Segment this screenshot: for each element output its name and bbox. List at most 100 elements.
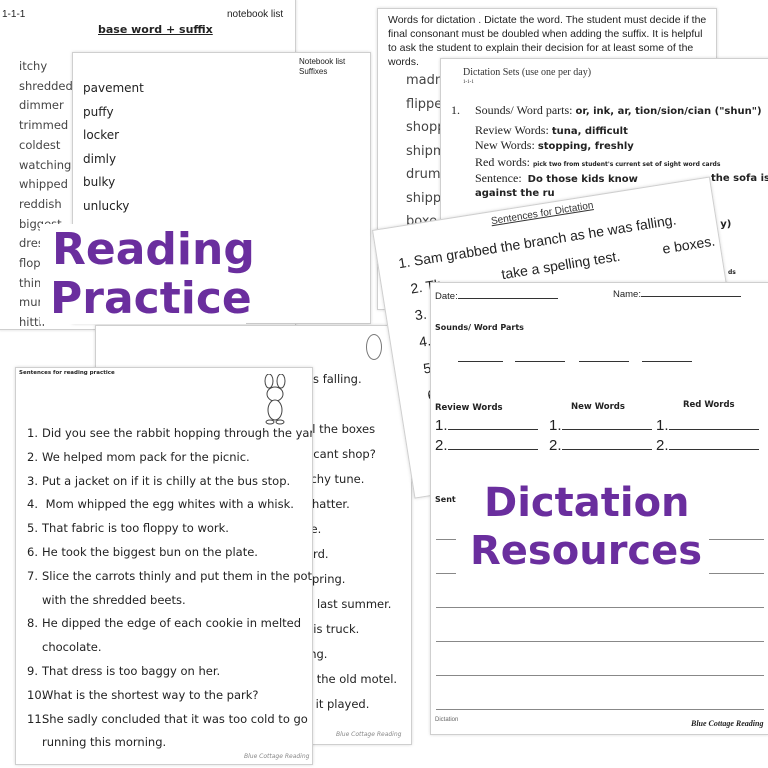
footer-left: Dictation — [435, 717, 459, 723]
word-item: thinl — [19, 275, 45, 290]
sentence-number: 10. — [27, 687, 46, 702]
sentence-fragment: shatter. — [306, 497, 350, 511]
red-label: Red Words — [683, 400, 735, 410]
sentence-number: 7. — [27, 568, 38, 583]
blank-number: 1. — [435, 417, 448, 434]
reading-sentences-page: Sentences for reading practice 1. Did you… — [15, 367, 313, 765]
banner-line: Dictation — [484, 480, 690, 526]
word-item: puffy — [83, 104, 114, 119]
sentence-text: Mom whipped the egg whites with a whisk. — [42, 497, 294, 512]
red-row: Red words: pick two from student's curre… — [475, 155, 720, 170]
name-field: Name: — [613, 289, 741, 300]
value: against the ru — [475, 188, 555, 199]
sentence-number: 6. — [27, 545, 38, 559]
label: Review Words: — [475, 123, 549, 137]
fragment: take a spelling test. — [500, 247, 622, 283]
fragment: , y) — [713, 219, 732, 230]
value: Do those kids know — [527, 174, 638, 185]
sentence-text: chocolate. — [42, 640, 102, 655]
word-item: watching — [19, 157, 72, 172]
footer-right: Blue Cottage Reading — [691, 719, 764, 728]
word-item: shipm — [406, 143, 446, 159]
word-item: shredded — [19, 78, 73, 93]
page-title: base word + suffix — [98, 23, 213, 36]
name-label: Name: — [613, 289, 641, 300]
word-item: flop — [19, 256, 41, 270]
word-item: mur — [19, 295, 43, 310]
sentence-text: He took the biggest bun on the plate. — [42, 545, 258, 559]
label: Red words: — [475, 155, 530, 169]
banner-line: Resources — [470, 528, 703, 574]
sentence-text: That fabric is too floppy to work. — [42, 521, 229, 536]
sentence-fragment: te. — [306, 522, 322, 536]
word-item: locker — [83, 128, 120, 142]
sentence-fragment: ucant shop? — [306, 447, 376, 461]
new-label: New Words — [571, 402, 625, 412]
sentence-row: Sentence: Do those kids know — [475, 171, 638, 186]
set-number: 1. — [451, 103, 460, 117]
label: New Words: — [475, 138, 535, 152]
blank-line — [561, 449, 652, 450]
word-item: itchy — [19, 59, 48, 73]
word-item: whipped — [19, 177, 68, 192]
sentence-fragment: as falling. — [306, 372, 362, 386]
word-blank: 1. — [549, 417, 652, 434]
rabbit-icon — [366, 334, 382, 360]
sentence-number: 2. — [27, 449, 38, 464]
new-row: New Words: stopping, freshly — [475, 138, 634, 153]
page-footer: Blue Cottage Reading — [244, 753, 310, 760]
sentence-text: He dipped the edge of each cookie in mel… — [42, 616, 302, 631]
blank-line — [668, 429, 759, 430]
word-item: shopp — [406, 120, 446, 135]
word-item: bulky — [83, 175, 116, 189]
sentence-fragment: ard. — [306, 547, 329, 561]
word-item: hittir — [19, 315, 47, 330]
sentence-fragment: . — [306, 397, 406, 411]
sentence-number: 5. — [27, 521, 38, 536]
word-item: madn — [406, 73, 444, 88]
date-field: Date: — [435, 291, 558, 302]
instructions: Words for dictation . Dictate the word. … — [388, 14, 707, 68]
value: tuna, difficult — [551, 126, 628, 137]
fragment: e boxes. — [661, 232, 717, 257]
word-item: flippe — [406, 96, 443, 112]
sentence-fragment: spring. — [306, 572, 346, 586]
word-item: trimmed — [19, 118, 69, 133]
label: Sounds/ Word parts: — [475, 103, 573, 117]
value: stopping, freshly — [537, 141, 634, 152]
page-label: Notebook list — [299, 57, 346, 66]
word-item: unlucky — [83, 198, 130, 213]
blank-line — [668, 449, 759, 450]
sentence-number: 9. — [27, 664, 38, 678]
word-item: pavement — [83, 81, 144, 95]
blank-number: 1. — [656, 417, 669, 434]
sentence-label: Sent — [435, 495, 456, 504]
page-code: 1-1-1 — [463, 80, 474, 85]
value: or, ink, ar, tion/sion/cian ("shun") — [575, 106, 762, 117]
page-footer: Blue Cottage Reading — [336, 731, 402, 738]
blank-line — [561, 429, 652, 430]
sentence-number: 8. — [27, 616, 38, 631]
blank-number: 2. — [435, 437, 448, 454]
sentence-text: with the shredded beets. — [42, 592, 186, 607]
page-header: Sentences for reading practice — [19, 370, 115, 376]
sentence-fragment: ing. — [306, 647, 328, 661]
word-item: dres — [19, 236, 44, 251]
blank-number: 2. — [549, 437, 562, 454]
reading-practice-banner — [40, 224, 246, 324]
sentence-number: 11. — [27, 711, 46, 726]
fragment: ds — [728, 269, 736, 276]
sentence-number: 1. — [27, 426, 38, 440]
value: pick two from student's current set of s… — [533, 161, 721, 168]
word-blank: 1. — [435, 417, 538, 434]
blank-number: 2. — [656, 437, 669, 454]
sentence-text: running this morning. — [42, 735, 167, 750]
banner-line: Practice — [50, 273, 252, 324]
word-item: reddish — [19, 196, 62, 211]
word-blank: 2. — [435, 437, 538, 454]
rabbit-icon — [264, 374, 286, 425]
word-blank: 1. — [656, 417, 759, 434]
sentence-text: Slice the carrots thinly and put them in… — [42, 568, 313, 583]
sentence-fragment: his truck. — [306, 622, 360, 636]
page-title: Dictation Sets (use one per day) — [463, 67, 592, 78]
